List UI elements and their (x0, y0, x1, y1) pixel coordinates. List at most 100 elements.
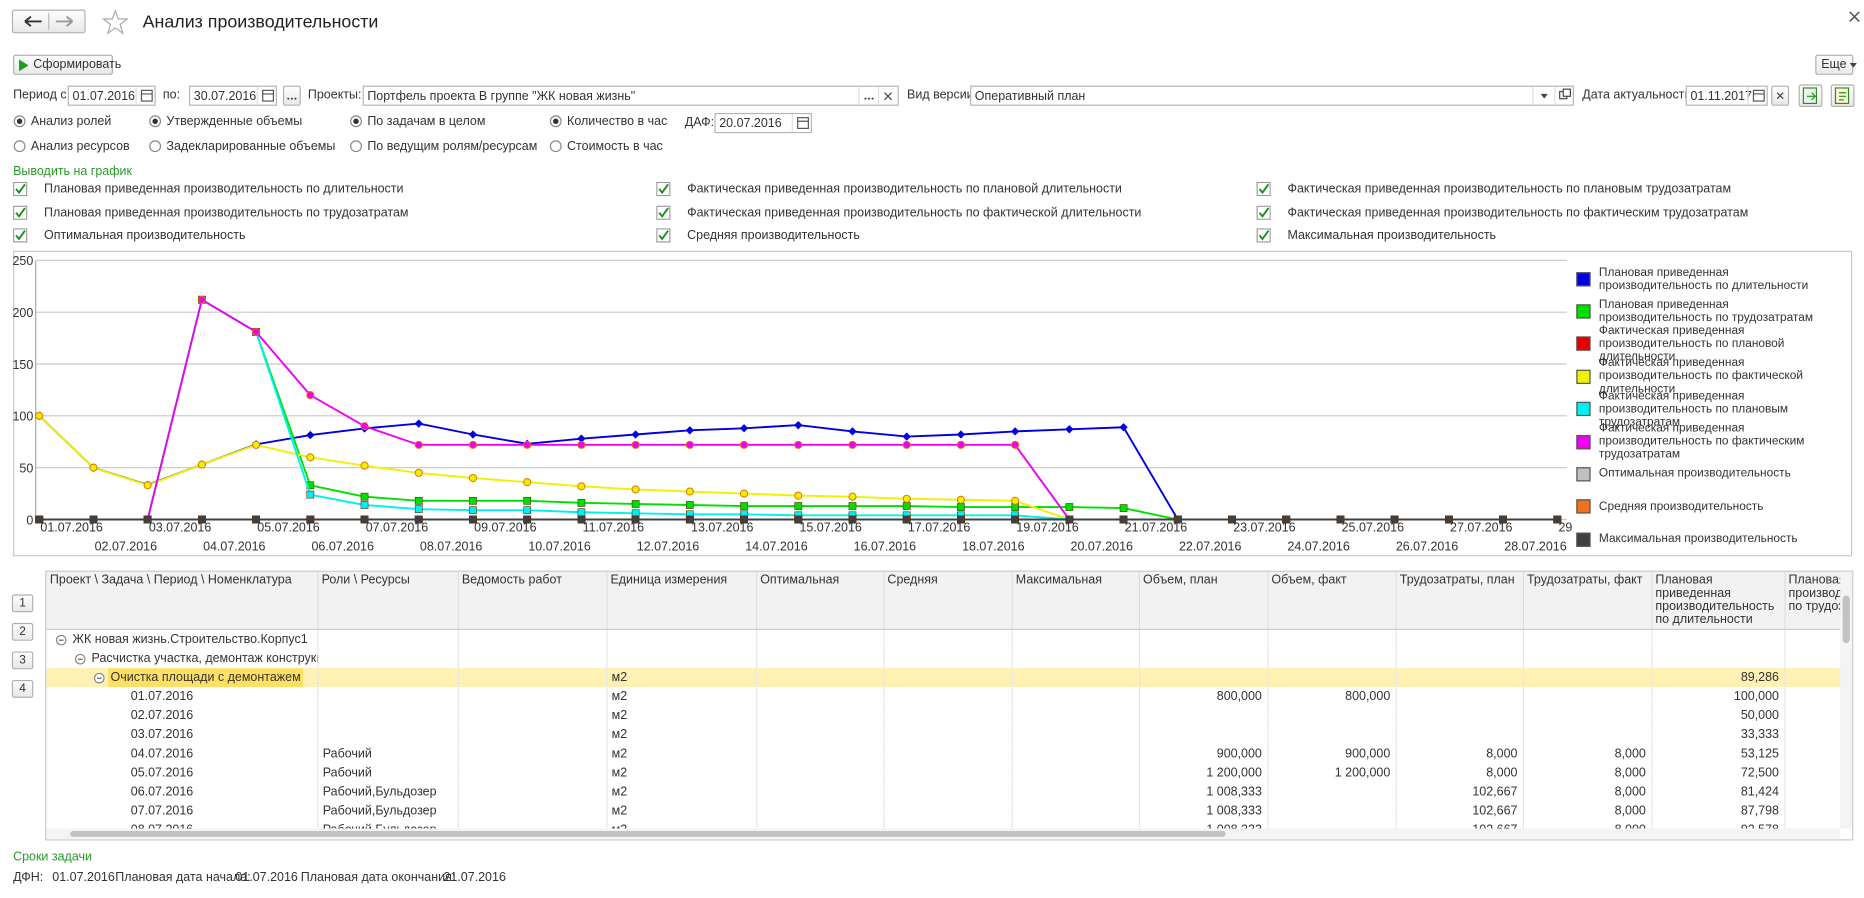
version-input[interactable]: Оперативный план (970, 85, 1574, 106)
period-select-button[interactable] (282, 85, 301, 106)
column-header[interactable]: Единица измерения (606, 571, 757, 631)
calendar-icon[interactable] (135, 86, 156, 105)
radio-button[interactable] (13, 138, 27, 155)
column-header[interactable]: Плановая приведенная производительность … (1651, 571, 1785, 631)
clear-date-button[interactable] (1771, 85, 1790, 106)
projects-buttons[interactable] (858, 86, 897, 105)
generate-label: Сформировать (33, 57, 122, 72)
end-value: 21.07.2016 (443, 870, 506, 885)
calendar-icon[interactable] (256, 86, 277, 105)
radio-option[interactable]: Количество в час (549, 113, 667, 130)
projects-input[interactable]: Портфель проекта В группе "ЖК новая жизн… (362, 85, 899, 106)
empty-cell (1138, 706, 1268, 726)
checkbox[interactable] (656, 205, 671, 220)
column-header[interactable]: Проект \ Задача \ Период \ Номенклатура (46, 571, 318, 631)
table-row[interactable]: 08.07.2016 Рабочий,Бульдозер м2 1 008,333 10… (46, 820, 1841, 829)
scroll-thumb[interactable] (70, 830, 1226, 837)
data-point (956, 430, 966, 439)
radio-button[interactable] (149, 138, 163, 155)
table-row[interactable]: 05.07.2016 Рабочий м2 1 200,000 1 200,000 8,0… (46, 763, 1841, 783)
column-header[interactable]: Роли \ Ресурсы (317, 571, 459, 631)
column-header[interactable]: Объем, план (1138, 571, 1268, 631)
radio-option[interactable]: Задекларированные объемы (149, 138, 335, 155)
column-header[interactable]: Трудозатраты, план (1395, 571, 1524, 631)
checkbox[interactable] (1256, 181, 1271, 197)
actual-date-input[interactable]: 01.11.2017 (1685, 85, 1768, 106)
x-tick-label: 22.07.2016 (1179, 539, 1241, 553)
period-to-input[interactable]: 30.07.2016 (189, 85, 277, 106)
empty-cell (1522, 629, 1652, 650)
tree-cell: ЖК новая жизнь.Строительство.Корпус1 (46, 629, 318, 650)
favorite-star[interactable] (102, 9, 129, 36)
radio-option[interactable]: Стоимость в час (549, 138, 663, 155)
checkbox[interactable] (656, 181, 671, 197)
table-cell: 1 008,333 (1138, 782, 1268, 802)
checkbox[interactable] (1256, 228, 1271, 243)
tree-toggle[interactable] (93, 672, 105, 684)
checkbox[interactable] (13, 181, 28, 197)
checkbox[interactable] (656, 228, 671, 243)
radio-button[interactable] (549, 138, 563, 155)
nav-buttons[interactable] (11, 9, 86, 34)
legend-swatch (1576, 434, 1591, 449)
table-cell: 8,000 (1522, 820, 1652, 829)
more-button[interactable]: Еще (1815, 54, 1858, 75)
radio-button[interactable] (549, 113, 563, 130)
radio-button[interactable] (149, 113, 163, 130)
radio-button[interactable] (350, 113, 364, 130)
radio-option[interactable]: По ведущим ролям/ресурсам (350, 138, 537, 155)
table-row[interactable]: 04.07.2016 Рабочий м2 900,000 900,000 8,000 8,… (46, 744, 1841, 764)
table-row[interactable]: ЖК новая жизнь.Строительство.Корпус1 (46, 629, 1841, 650)
data-point (577, 515, 586, 524)
close-button[interactable] (1849, 11, 1861, 23)
row-number-button[interactable]: 3 (11, 651, 34, 670)
row-number-button[interactable]: 1 (11, 594, 34, 613)
row-number-button[interactable]: 4 (11, 679, 34, 698)
table-row[interactable]: 07.07.2016 Рабочий,Бульдозер м2 1 008,333 10… (46, 801, 1841, 821)
vertical-scrollbar[interactable] (1840, 571, 1853, 829)
column-header[interactable]: Оптимальная (756, 571, 884, 631)
legend-label: Максимальная производительность (1598, 532, 1798, 546)
radio-button[interactable] (13, 113, 27, 130)
checkbox[interactable] (13, 228, 28, 243)
calendar-icon[interactable] (791, 114, 812, 132)
empty-cell (1784, 687, 1841, 707)
column-header[interactable]: Средняя (883, 571, 1013, 631)
tree-toggle[interactable] (74, 653, 86, 665)
column-header[interactable]: Плановая производ по трудоз (1784, 571, 1841, 631)
column-header[interactable]: Объем, факт (1267, 571, 1397, 631)
radio-button[interactable] (350, 138, 364, 155)
column-header[interactable]: Максимальная (1011, 571, 1140, 631)
empty-cell (1784, 649, 1841, 669)
calendar-icon[interactable] (1747, 86, 1768, 105)
table-row[interactable]: 02.07.2016 м2 50,000 (46, 706, 1841, 726)
data-point (1228, 515, 1236, 524)
column-header[interactable]: Трудозатраты, факт (1522, 571, 1652, 631)
generate-button[interactable]: Сформировать (13, 54, 121, 75)
radio-option[interactable]: По задачам в целом (350, 113, 485, 130)
radio-option[interactable]: Утвержденные объемы (149, 113, 302, 130)
table-row[interactable]: 03.07.2016 м2 33,333 (46, 725, 1841, 745)
version-buttons[interactable] (1532, 86, 1574, 105)
horizontal-scrollbar[interactable] (46, 828, 1841, 840)
row-number-button[interactable]: 2 (11, 622, 34, 641)
checkbox[interactable] (13, 205, 28, 220)
table-row[interactable]: Очистка площади с демонтажем м2 89,286 (46, 668, 1841, 688)
period-from-input[interactable]: 01.07.2016 (67, 85, 156, 106)
empty-cell (317, 706, 459, 726)
data-point (1336, 515, 1345, 524)
table-row[interactable]: 06.07.2016 Рабочий,Бульдозер м2 1 008,333 10… (46, 782, 1841, 802)
radio-option[interactable]: Анализ ролей (13, 113, 111, 130)
column-header[interactable]: Ведомость работ (457, 571, 607, 631)
table-row[interactable]: 01.07.2016 м2 800,000 800,000 100,000 (46, 687, 1841, 707)
settings-button[interactable] (1830, 84, 1855, 107)
radio-option[interactable]: Анализ ресурсов (13, 138, 130, 155)
empty-cell (1267, 706, 1397, 726)
tree-toggle[interactable] (55, 634, 67, 646)
data-point (902, 502, 911, 510)
table-row[interactable]: Расчистка участка, демонтаж конструкций (46, 649, 1841, 669)
daf-input[interactable]: 20.07.2016 (714, 112, 812, 134)
export-button[interactable] (1798, 84, 1823, 107)
checkbox[interactable] (1256, 205, 1271, 220)
scroll-thumb[interactable] (1842, 595, 1850, 644)
